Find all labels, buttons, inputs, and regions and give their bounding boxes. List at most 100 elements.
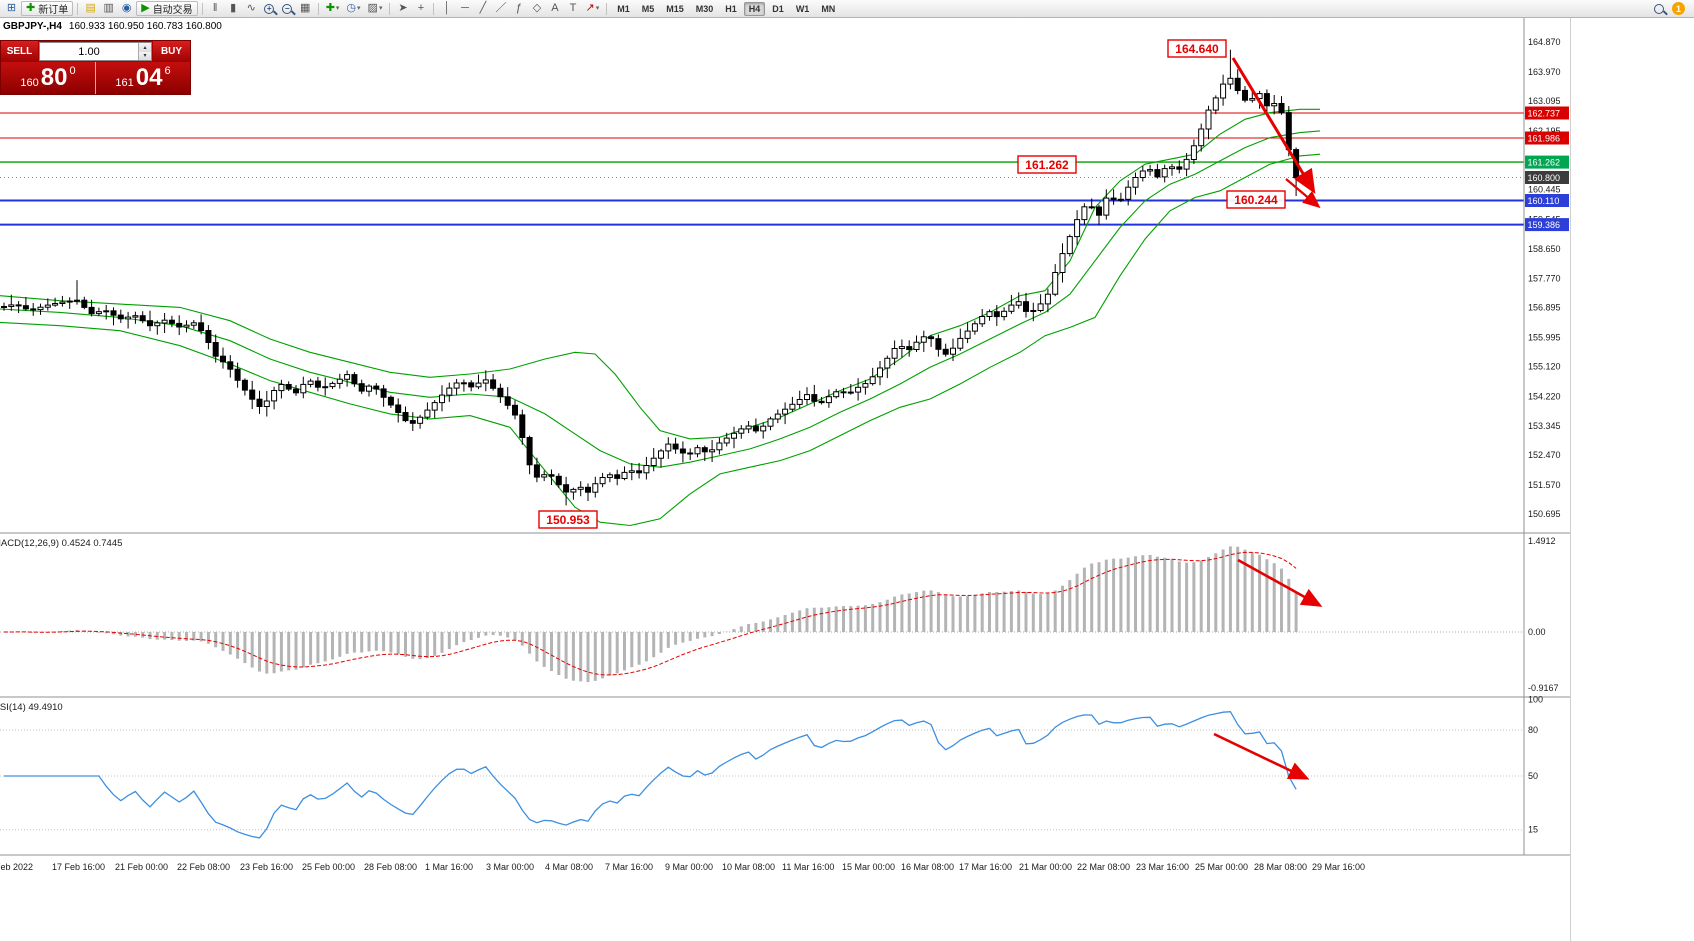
svg-text:10 Mar 08:00: 10 Mar 08:00 (722, 862, 775, 872)
macd-scale-label: 1.4912 (1528, 536, 1556, 546)
indicators-button[interactable]: ✚ ▾ (323, 1, 343, 16)
timeframe-m5[interactable]: M5 (641, 3, 655, 14)
alerts-icon[interactable]: ◉ (121, 2, 132, 14)
buy-price-button[interactable]: 161 04 6 (95, 62, 190, 94)
trend-arrows[interactable] (1213, 57, 1323, 780)
svg-text:155.120: 155.120 (1528, 362, 1561, 372)
timeframe-mn[interactable]: MN (821, 3, 836, 14)
sell-price-prefix: 160 (20, 77, 39, 89)
timeframe-h4[interactable]: H4 (743, 1, 766, 16)
toolbar-right-group: 1 (1654, 2, 1691, 15)
buy-button[interactable]: BUY (153, 41, 190, 62)
svg-text:158.650: 158.650 (1528, 244, 1561, 254)
svg-text:150.695: 150.695 (1528, 509, 1561, 519)
zoom-out-icon[interactable]: − (279, 1, 296, 16)
arrows-tool-button[interactable]: ↗ ▾ (582, 1, 602, 16)
new-order-button[interactable]: ✚ 新订单 (21, 1, 74, 16)
macd-scale-label: -0.9167 (1528, 683, 1559, 693)
svg-text:25 Mar 00:00: 25 Mar 00:00 (1195, 862, 1248, 872)
timeframe-m30[interactable]: M30 (695, 3, 714, 14)
zoom-in-icon[interactable]: + (261, 1, 278, 16)
zoom-out-glyph: − (282, 3, 293, 14)
svg-text:Feb 2022: Feb 2022 (0, 862, 33, 872)
toolbar-separator (201, 2, 203, 15)
periods-button[interactable]: ◷ ▾ (343, 1, 363, 16)
timeframe-h1[interactable]: H1 (725, 3, 737, 14)
line-chart-icon[interactable]: ∿ (246, 2, 256, 14)
volume-stepper: ▴ ▾ (138, 43, 151, 60)
volume-up-button[interactable]: ▴ (139, 43, 151, 52)
crosshair-icon[interactable]: + (417, 2, 425, 14)
indicators-icon: ✚ (325, 2, 335, 14)
autotrading-label: 自动交易 (152, 5, 193, 16)
rsi-line (4, 711, 1297, 839)
rsi-scale-label: 80 (1528, 725, 1538, 735)
sell-price-button[interactable]: 160 80 0 (1, 62, 95, 94)
volume-field[interactable]: 1.00 ▴ ▾ (39, 42, 152, 61)
svg-text:17 Feb 16:00: 17 Feb 16:00 (52, 862, 105, 872)
svg-text:3 Mar 00:00: 3 Mar 00:00 (486, 862, 534, 872)
shapes-tool-icon[interactable]: ◇ (532, 2, 542, 14)
svg-text:161.262: 161.262 (1528, 158, 1561, 168)
svg-text:160.800: 160.800 (1528, 173, 1561, 183)
candles-layer (1, 49, 1300, 506)
svg-text:159.386: 159.386 (1528, 220, 1561, 230)
svg-text:21 Feb 00:00: 21 Feb 00:00 (115, 862, 168, 872)
text-label-tool-icon[interactable]: T (569, 2, 577, 14)
svg-text:25 Feb 00:00: 25 Feb 00:00 (302, 862, 355, 872)
svg-text:16 Mar 08:00: 16 Mar 08:00 (901, 862, 954, 872)
text-tool-icon[interactable]: A (551, 2, 559, 14)
chevron-down-icon: ▾ (595, 5, 600, 12)
svg-text:153.345: 153.345 (1528, 421, 1561, 431)
svg-text:17 Mar 16:00: 17 Mar 16:00 (959, 862, 1012, 872)
svg-text:28 Mar 08:00: 28 Mar 08:00 (1254, 862, 1307, 872)
fibonacci-tool-icon[interactable]: ƒ (515, 2, 523, 14)
cursor-icon[interactable]: ➤ (398, 2, 408, 14)
chart-window-icon[interactable]: ⊞ (6, 2, 17, 14)
chart-window: 164.870163.970163.095162.195160.445159.5… (0, 18, 1570, 941)
svg-text:162.195: 162.195 (1528, 126, 1561, 136)
svg-text:163.970: 163.970 (1528, 67, 1561, 77)
volume-down-button[interactable]: ▾ (139, 51, 151, 60)
vertical-line-tool-icon[interactable]: │ (443, 2, 451, 14)
zoom-in-glyph: + (264, 3, 275, 14)
indicator-labels: MACD(12,26,9) 0.4524 0.7445 RSI(14) 49.49… (0, 538, 122, 713)
svg-text:161.986: 161.986 (1528, 134, 1561, 144)
main-toolbar: ⊞ ✚ 新订单 ▤ ▥ ◉ ▶ 自动交易 ‖ ▮ ∿ + − ▦ ✚ ▾ ◷ ▾… (0, 0, 1694, 18)
template-button[interactable]: ▨ ▾ (365, 1, 386, 16)
horizontal-line-tool-icon[interactable]: ─ (461, 2, 469, 14)
one-click-trade-panel: SELL 1.00 ▴ ▾ BUY 160 80 0 161 04 6 (0, 40, 191, 95)
time-axis[interactable]: Feb 2022 17 Feb 16:00 21 Feb 00:00 22 Feb 0… (0, 862, 1365, 872)
autotrading-button[interactable]: ▶ 自动交易 (136, 1, 198, 16)
macd-label: MACD(12,26,9) 0.4524 0.7445 (0, 538, 122, 549)
bar-chart-icon[interactable]: ‖ (212, 2, 218, 14)
symbol-label: GBPJPY-,H4 (3, 21, 62, 32)
rsi-scale-label: 50 (1528, 771, 1538, 781)
volume-value[interactable]: 1.00 (78, 45, 100, 58)
rsi-scale-label: 100 (1528, 694, 1543, 704)
chevron-down-icon: ▾ (378, 5, 383, 12)
timeframe-m1[interactable]: M1 (617, 3, 630, 14)
channel-tool-icon[interactable]: ／ (495, 2, 507, 14)
price-axis[interactable]: 164.870163.970163.095162.195160.445159.5… (1525, 37, 1569, 835)
timeframe-m15[interactable]: M15 (666, 3, 684, 14)
trendline-tool-icon[interactable]: ╱ (479, 2, 487, 14)
macd-scale-label: 0.00 (1528, 627, 1546, 637)
price-annotations[interactable]: 164.640 161.262 160.244 150.953 (538, 39, 1286, 529)
toolbar-separator (77, 2, 79, 15)
grid-icon[interactable]: ▦ (299, 2, 311, 14)
timeframe-d1[interactable]: D1 (772, 3, 784, 14)
candlestick-chart-icon[interactable]: ▮ (230, 2, 237, 14)
chart-canvas[interactable]: 164.870163.970163.095162.195160.445159.5… (0, 18, 1570, 941)
svg-text:1 Mar 16:00: 1 Mar 16:00 (425, 862, 473, 872)
svg-text:23 Feb 16:00: 23 Feb 16:00 (240, 862, 293, 872)
timeframe-w1[interactable]: W1 (795, 3, 810, 14)
chevron-down-icon: ▾ (357, 5, 361, 12)
profiles-icon[interactable]: ▥ (103, 2, 114, 14)
search-icon[interactable] (1654, 3, 1664, 14)
notification-badge[interactable]: 1 (1672, 2, 1685, 15)
svg-text:155.995: 155.995 (1528, 333, 1561, 343)
sell-button[interactable]: SELL (1, 41, 38, 62)
notebook-icon[interactable]: ▤ (85, 2, 96, 14)
macd-histogram (9, 546, 1298, 683)
